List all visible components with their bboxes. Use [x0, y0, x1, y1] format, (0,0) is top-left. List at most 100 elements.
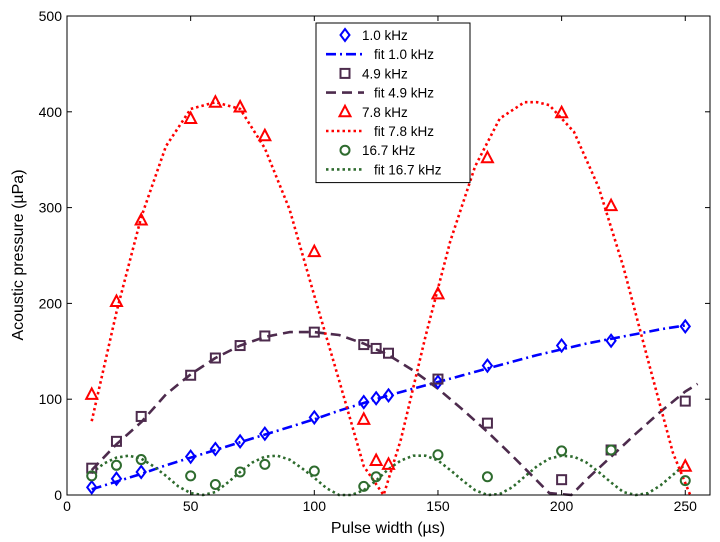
legend: 1.0 kHz fit 1.0 kHz 4.9 kHz fit 4.9 kHz 7.8 … [315, 22, 471, 184]
series-1-0-khz [85, 318, 692, 496]
data-point [86, 470, 98, 482]
legend-item: fit 1.0 kHz [326, 47, 434, 62]
series-16-7-khz [86, 444, 691, 492]
data-point [110, 471, 123, 487]
x-tick-label: 200 [550, 498, 574, 514]
data-point [259, 330, 271, 342]
legend-item: fit 4.9 kHz [326, 86, 434, 101]
x-tick-label: 100 [303, 498, 327, 514]
legend-marker-swatch [339, 144, 351, 156]
x-tick-label: 150 [426, 498, 450, 514]
x-tick-label: 50 [183, 498, 199, 514]
data-point [184, 449, 197, 465]
data-point [85, 479, 98, 496]
data-point [605, 444, 617, 456]
data-point [432, 373, 444, 385]
legend-label: fit 16.7 kHz [374, 162, 442, 177]
y-tick-label: 500 [39, 8, 63, 24]
legend-item: 16.7 kHz [339, 143, 416, 158]
x-axis-label: Pulse width (µs) [331, 520, 445, 537]
data-point [185, 470, 197, 482]
data-point [370, 471, 382, 483]
y-axis: 0 100 200 300 400 500 [39, 8, 710, 503]
data-point [481, 358, 494, 374]
data-point [86, 462, 98, 474]
data-point [679, 475, 691, 487]
data-point [308, 409, 321, 426]
legend-item: 1.0 kHz [339, 27, 408, 43]
legend-label: 16.7 kHz [362, 143, 416, 158]
data-point [110, 459, 122, 471]
x-axis: 0 50 100 150 200 250 [63, 16, 697, 514]
legend-box [315, 22, 471, 184]
legend-item: fit 16.7 kHz [326, 162, 442, 177]
data-point [679, 395, 691, 407]
data-point [556, 445, 568, 457]
legend-item: 4.9 kHz [339, 66, 408, 81]
data-point [109, 293, 124, 307]
legend-label: fit 4.9 kHz [374, 86, 434, 101]
data-point [556, 474, 568, 486]
legend-item: 7.8 kHz [337, 103, 408, 120]
legend-label: fit 1.0 kHz [374, 47, 434, 62]
y-tick-label: 400 [39, 104, 63, 120]
fit-line-fit-1-0-khz [91, 324, 686, 491]
y-tick-label: 0 [54, 487, 62, 503]
data-point [209, 478, 221, 490]
data-point [257, 127, 272, 142]
y-tick-label: 100 [39, 391, 63, 407]
data-point [555, 337, 568, 354]
data-point [84, 386, 99, 400]
y-tick-label: 300 [39, 200, 63, 216]
data-point [356, 411, 371, 425]
legend-marker-swatch [339, 27, 351, 43]
legend-label: 1.0 kHz [362, 28, 408, 43]
data-point [234, 433, 246, 450]
legend-item: fit 7.8 kHz [326, 124, 434, 139]
data-point [678, 458, 693, 472]
data-point [110, 435, 122, 447]
series-fit-16-7-khz [90, 454, 687, 497]
data-point [370, 390, 382, 406]
data-point [368, 452, 384, 467]
data-point [259, 426, 271, 442]
data-point [358, 339, 370, 351]
data-point [603, 197, 619, 212]
data-point [234, 340, 246, 352]
data-point [208, 94, 223, 108]
data-point [430, 285, 446, 300]
series-7-8-khz [84, 94, 693, 472]
series-4-9-khz [86, 326, 691, 486]
data-point [432, 374, 444, 390]
data-point [308, 326, 320, 338]
legend-label: 4.9 kHz [362, 66, 408, 81]
data-point [554, 104, 569, 119]
data-point [135, 454, 147, 466]
data-point [383, 347, 394, 359]
data-point [358, 394, 370, 410]
data-point [308, 465, 320, 477]
series-layer [84, 94, 699, 497]
series-fit-7-8-khz [90, 100, 692, 497]
legend-marker-swatch [339, 67, 351, 79]
fit-line-fit-4-9-khz [90, 330, 699, 497]
data-point [234, 466, 246, 478]
data-point [481, 417, 493, 429]
x-tick-label: 0 [63, 498, 71, 514]
plot-frame [66, 15, 711, 496]
data-point [480, 149, 495, 164]
fit-line-fit-7-8-khz [90, 100, 692, 497]
data-point [481, 471, 493, 483]
data-point [135, 410, 147, 422]
data-point [432, 449, 444, 461]
legend-label: fit 7.8 kHz [374, 124, 434, 139]
legend-label: 7.8 kHz [362, 105, 408, 120]
data-point [307, 243, 322, 258]
x-tick-label: 250 [674, 498, 698, 514]
data-point [183, 110, 198, 125]
data-point [358, 480, 370, 492]
y-axis-label: Acoustic pressure (µPa) [10, 169, 27, 340]
data-point [679, 318, 692, 335]
series-fit-4-9-khz [90, 330, 699, 497]
data-point [134, 211, 149, 226]
